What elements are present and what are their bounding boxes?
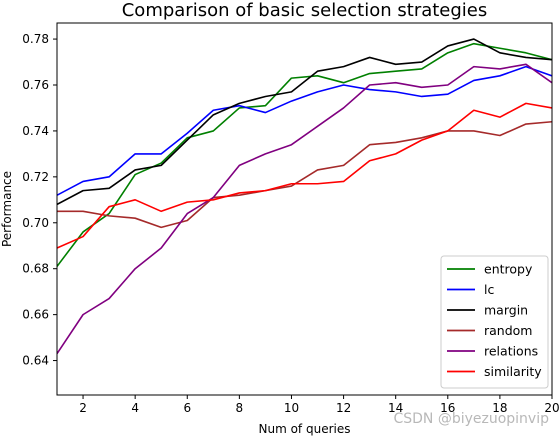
y-axis-title: Performance xyxy=(0,171,14,247)
x-tick-label: 4 xyxy=(131,401,139,415)
y-tick-label: 0.78 xyxy=(22,32,49,46)
y-tick-label: 0.64 xyxy=(22,354,49,368)
legend: entropy lc margin random relations similarity xyxy=(440,255,549,389)
x-tick-label: 14 xyxy=(388,401,403,415)
plot-frame xyxy=(56,22,553,396)
x-tick-label: 18 xyxy=(492,401,507,415)
x-tick-label: 16 xyxy=(440,401,455,415)
series-line-relations xyxy=(57,63,552,355)
y-tick-label: 0.66 xyxy=(22,308,49,322)
legend-label-margin: margin xyxy=(484,303,528,318)
x-axis-title: Num of queries xyxy=(259,422,351,436)
x-tick-label: 6 xyxy=(183,401,191,415)
legend-label-entropy: entropy xyxy=(484,262,533,277)
legend-label-relations: relations xyxy=(484,344,538,359)
y-axis-ticks: 0.64 0.66 0.68 0.70 0.72 0.74 0.76 0.78 xyxy=(22,32,57,368)
legend-label-similarity: similarity xyxy=(484,364,542,379)
legend-label-random: random xyxy=(484,323,532,338)
x-tick-label: 8 xyxy=(236,401,244,415)
series-line-entropy xyxy=(57,42,552,267)
series-line-lc xyxy=(57,65,552,196)
plot-area xyxy=(57,38,552,355)
y-tick-label: 0.72 xyxy=(22,170,49,184)
y-tick-label: 0.74 xyxy=(22,124,49,138)
legend-label-lc: lc xyxy=(484,282,494,297)
x-tick-label: 2 xyxy=(79,401,87,415)
x-tick-label: 12 xyxy=(336,401,351,415)
x-tick-label: 10 xyxy=(284,401,299,415)
x-tick-label: 20 xyxy=(544,401,559,415)
y-tick-label: 0.76 xyxy=(22,78,49,92)
watermark-text: CSDN @biyezuopinvip xyxy=(393,411,549,427)
y-tick-label: 0.68 xyxy=(22,262,49,276)
x-axis-ticks: 2 4 6 8 10 12 14 16 18 20 xyxy=(79,395,559,415)
series-line-random xyxy=(57,120,552,229)
chart-title: Comparison of basic selection strategies xyxy=(122,0,488,21)
series-line-margin xyxy=(57,38,552,206)
y-tick-label: 0.70 xyxy=(22,216,49,230)
series-line-similarity xyxy=(57,102,552,249)
